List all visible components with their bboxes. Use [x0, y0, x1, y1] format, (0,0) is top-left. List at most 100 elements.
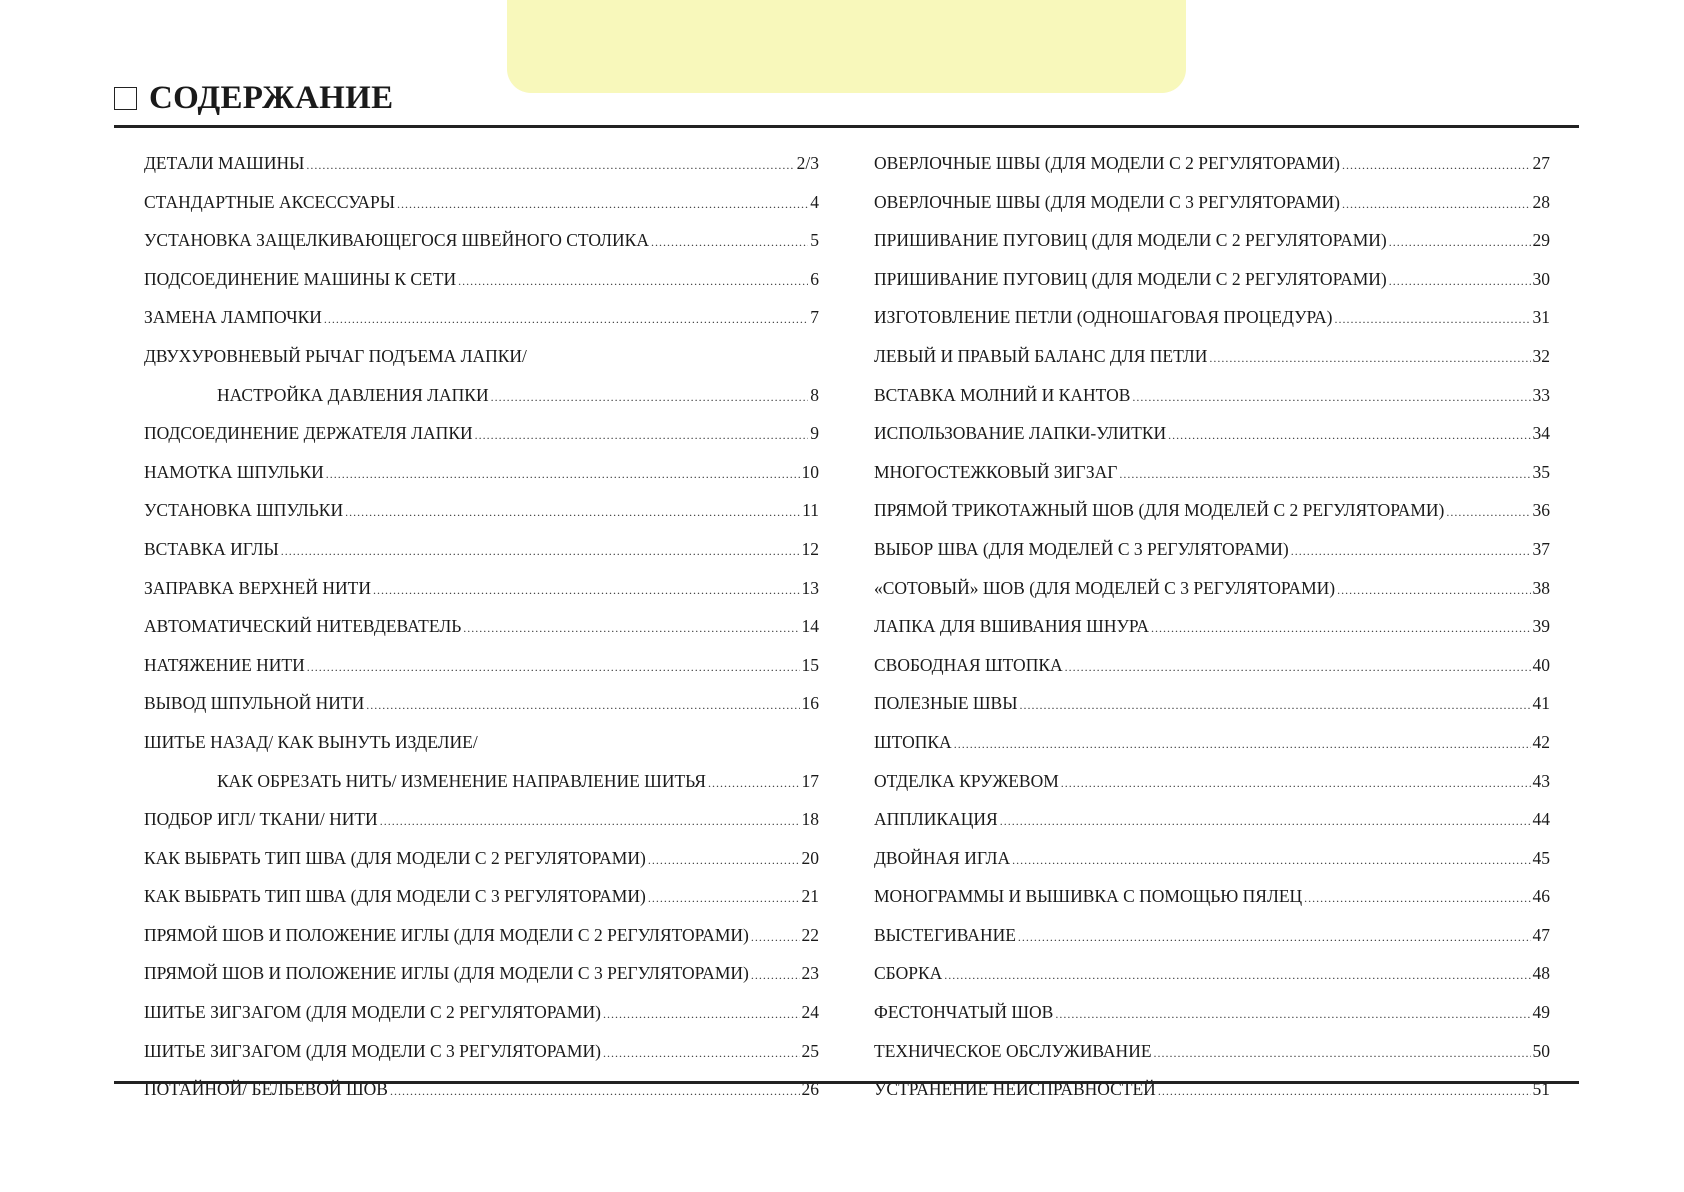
toc-entry-title: ВЫСТЕГИВАНИЕ [874, 924, 1016, 945]
toc-entry[interactable]: ШИТЬЕ ЗИГЗАГОМ (ДЛЯ МОДЕЛИ С 2 РЕГУЛЯТОР… [144, 999, 819, 1038]
toc-entry-page: 2/3 [796, 153, 819, 173]
toc-entry-title: КАК ВЫБРАТЬ ТИП ШВА (ДЛЯ МОДЕЛИ С 2 РЕГУ… [144, 847, 646, 868]
toc-entry[interactable]: ШИТЬЕ НАЗАД/ КАК ВЫНУТЬ ИЗДЕЛИЕ/ [144, 729, 819, 768]
toc-entry[interactable]: ОВЕРЛОЧНЫЕ ШВЫ (ДЛЯ МОДЕЛИ С 3 РЕГУЛЯТОР… [874, 189, 1550, 228]
toc-entry-page: 14 [801, 616, 820, 637]
toc-right-column: ОВЕРЛОЧНЫЕ ШВЫ (ДЛЯ МОДЕЛИ С 2 РЕГУЛЯТОР… [874, 150, 1550, 1115]
dot-leader [944, 962, 1530, 988]
toc-entry-page: 51 [1532, 1079, 1551, 1100]
toc-entry-page: 48 [1532, 963, 1551, 984]
toc-entry-title: ПОДСОЕДИНЕНИЕ МАШИНЫ К СЕТИ [144, 268, 457, 289]
toc-entry-page: 29 [1532, 230, 1551, 251]
toc-entry[interactable]: НАСТРОЙКА ДАВЛЕНИЯ ЛАПКИ 8 [144, 382, 819, 421]
toc-entry[interactable]: УСТРАНЕНИЕ НЕИСПРАВНОСТЕЙ 51 [874, 1076, 1550, 1115]
toc-entry[interactable]: ОТДЕЛКА КРУЖЕВОМ 43 [874, 768, 1550, 807]
toc-entry-page: 18 [801, 809, 820, 830]
toc-entry[interactable]: ПОТАЙНОЙ/ БЕЛЬЕВОЙ ШОВ 26 [144, 1076, 819, 1115]
toc-entry-page: 5 [810, 230, 819, 251]
toc-entry[interactable]: ПРЯМОЙ ТРИКОТАЖНЫЙ ШОВ (ДЛЯ МОДЕЛЕЙ С 2 … [874, 497, 1550, 536]
dot-leader [1168, 422, 1530, 448]
dot-leader [1065, 654, 1531, 680]
toc-entry-page: 15 [801, 654, 820, 675]
toc-entry[interactable]: СВОБОДНАЯ ШТОПКА 40 [874, 652, 1550, 691]
toc-entry[interactable]: ВЫБОР ШВА (ДЛЯ МОДЕЛЕЙ С 3 РЕГУЛЯТОРАМИ)… [874, 536, 1550, 575]
toc-entry-title: ОВЕРЛОЧНЫЕ ШВЫ (ДЛЯ МОДЕЛИ С 2 РЕГУЛЯТОР… [874, 153, 1340, 173]
toc-entry[interactable]: ПОДСОЕДИНЕНИЕ МАШИНЫ К СЕТИ 6 [144, 266, 819, 305]
toc-entry[interactable]: СБОРКА 48 [874, 960, 1550, 999]
toc-entry[interactable]: ПРЯМОЙ ШОВ И ПОЛОЖЕНИЕ ИГЛЫ (ДЛЯ МОДЕЛИ … [144, 922, 819, 961]
toc-entry[interactable]: ПОЛЕЗНЫЕ ШВЫ 41 [874, 690, 1550, 729]
toc-entry-title: ОТДЕЛКА КРУЖЕВОМ [874, 770, 1059, 791]
toc-entry[interactable]: ПРИШИВАНИЕ ПУГОВИЦ (ДЛЯ МОДЕЛИ С 2 РЕГУЛ… [874, 227, 1550, 266]
toc-entry[interactable]: НАМОТКА ШПУЛЬКИ 10 [144, 459, 819, 498]
toc-entry-title: МОНОГРАММЫ И ВЫШИВКА С ПОМОЩЬЮ ПЯЛЕЦ [874, 886, 1303, 907]
toc-entry[interactable]: ЗАМЕНА ЛАМПОЧКИ 7 [144, 304, 819, 343]
dot-leader [1132, 384, 1530, 410]
toc-entry[interactable]: ФЕСТОНЧАТЫЙ ШОВ 49 [874, 999, 1550, 1038]
dot-leader [1000, 808, 1531, 834]
toc-entry[interactable]: «СОТОВЫЙ» ШОВ (ДЛЯ МОДЕЛЕЙ С 3 РЕГУЛЯТОР… [874, 575, 1550, 614]
toc-entry-page: 12 [801, 538, 820, 559]
dot-leader [1209, 345, 1530, 371]
toc-entry[interactable]: СТАНДАРТНЫЕ АКСЕССУАРЫ 4 [144, 189, 819, 228]
toc-entry[interactable]: МОНОГРАММЫ И ВЫШИВКА С ПОМОЩЬЮ ПЯЛЕЦ 46 [874, 883, 1550, 922]
page-title: СОДЕРЖАНИЕ [149, 80, 394, 116]
toc-entry-title: ШТОПКА [874, 731, 952, 752]
toc-entry[interactable]: МНОГОСТЕЖКОВЫЙ ЗИГЗАГ 35 [874, 459, 1550, 498]
toc-entry-title: «СОТОВЫЙ» ШОВ (ДЛЯ МОДЕЛЕЙ С 3 РЕГУЛЯТОР… [874, 577, 1336, 598]
toc-entry[interactable]: ЛАПКА ДЛЯ ВШИВАНИЯ ШНУРА 39 [874, 613, 1550, 652]
toc-entry[interactable]: ЛЕВЫЙ И ПРАВЫЙ БАЛАНС ДЛЯ ПЕТЛИ 32 [874, 343, 1550, 382]
toc-entry[interactable]: ДВУХУРОВНЕВЫЙ РЫЧАГ ПОДЪЕМА ЛАПКИ/ [144, 343, 819, 382]
toc-entry-title: ПОДБОР ИГЛ/ ТКАНИ/ НИТИ [144, 809, 378, 830]
toc-entry-title: НАТЯЖЕНИЕ НИТИ [144, 654, 305, 675]
toc-entry-page: 9 [810, 423, 819, 444]
toc-entry[interactable]: КАК ВЫБРАТЬ ТИП ШВА (ДЛЯ МОДЕЛИ С 3 РЕГУ… [144, 883, 819, 922]
toc-entry-page: 10 [801, 461, 820, 482]
toc-entry-page: 33 [1532, 384, 1551, 405]
toc-entry-title: ПРЯМОЙ ШОВ И ПОЛОЖЕНИЕ ИГЛЫ (ДЛЯ МОДЕЛИ … [144, 963, 749, 984]
toc-entry-page: 7 [810, 307, 819, 328]
toc-entry[interactable]: ШИТЬЕ ЗИГЗАГОМ (ДЛЯ МОДЕЛИ С 3 РЕГУЛЯТОР… [144, 1038, 819, 1077]
toc-entry[interactable]: ЗАПРАВКА ВЕРХНЕЙ НИТИ 13 [144, 575, 819, 614]
toc-entry-title: ТЕХНИЧЕСКОЕ ОБСЛУЖИВАНИЕ [874, 1040, 1152, 1061]
toc-entry[interactable]: ДВОЙНАЯ ИГЛА 45 [874, 845, 1550, 884]
toc-entry[interactable]: ТЕХНИЧЕСКОЕ ОБСЛУЖИВАНИЕ 50 [874, 1038, 1550, 1077]
toc-entry[interactable]: ПОДСОЕДИНЕНИЕ ДЕРЖАТЕЛЯ ЛАПКИ 9 [144, 420, 819, 459]
toc-entry[interactable]: УСТАНОВКА ШПУЛЬКИ 11 [144, 497, 819, 536]
toc-entry[interactable]: ПРЯМОЙ ШОВ И ПОЛОЖЕНИЕ ИГЛЫ (ДЛЯ МОДЕЛИ … [144, 960, 819, 999]
toc-entry-title: ВСТАВКА ИГЛЫ [144, 538, 279, 559]
toc-entry[interactable]: ОВЕРЛОЧНЫЕ ШВЫ (ДЛЯ МОДЕЛИ С 2 РЕГУЛЯТОР… [874, 150, 1550, 189]
dot-leader [1446, 499, 1530, 525]
toc-entry-title: ПРИШИВАНИЕ ПУГОВИЦ (ДЛЯ МОДЕЛИ С 2 РЕГУЛ… [874, 268, 1387, 289]
toc-entry[interactable]: НАТЯЖЕНИЕ НИТИ 15 [144, 652, 819, 691]
toc-entry[interactable]: КАК ОБРЕЗАТЬ НИТЬ/ ИЗМЕНЕНИЕ НАПРАВЛЕНИЕ… [144, 768, 819, 807]
toc-entry-page: 16 [801, 693, 820, 714]
toc-entry[interactable]: УСТАНОВКА ЗАЩЕЛКИВАЮЩЕГОСЯ ШВЕЙНОГО СТОЛ… [144, 227, 819, 266]
toc-entry[interactable]: ПОДБОР ИГЛ/ ТКАНИ/ НИТИ 18 [144, 806, 819, 845]
toc-entry[interactable]: ДЕТАЛИ МАШИНЫ 2/3 [144, 150, 819, 189]
toc-entry[interactable]: ИЗГОТОВЛЕНИЕ ПЕТЛИ (ОДНОШАГОВАЯ ПРОЦЕДУР… [874, 304, 1550, 343]
toc-entry[interactable]: АВТОМАТИЧЕСКИЙ НИТЕВДЕВАТЕЛЬ 14 [144, 613, 819, 652]
toc-entry[interactable]: ШТОПКА 42 [874, 729, 1550, 768]
toc-entry[interactable]: ВСТАВКА МОЛНИЙ И КАНТОВ 33 [874, 382, 1550, 421]
toc-entry-title: ПРЯМОЙ ШОВ И ПОЛОЖЕНИЕ ИГЛЫ (ДЛЯ МОДЕЛИ … [144, 924, 749, 945]
toc-entry[interactable]: АППЛИКАЦИЯ 44 [874, 806, 1550, 845]
dot-leader [603, 1040, 800, 1066]
toc-entry-title: ШИТЬЕ НАЗАД/ КАК ВЫНУТЬ ИЗДЕЛИЕ/ [144, 731, 478, 752]
toc-entry-title: ШИТЬЕ ЗИГЗАГОМ (ДЛЯ МОДЕЛИ С 2 РЕГУЛЯТОР… [144, 1002, 601, 1023]
toc-entry[interactable]: КАК ВЫБРАТЬ ТИП ШВА (ДЛЯ МОДЕЛИ С 2 РЕГУ… [144, 845, 819, 884]
toc-entry[interactable]: ВЫВОД ШПУЛЬНОЙ НИТИ 16 [144, 690, 819, 729]
toc-entry-title: ВЫБОР ШВА (ДЛЯ МОДЕЛЕЙ С 3 РЕГУЛЯТОРАМИ) [874, 538, 1289, 559]
toc-entry[interactable]: ИСПОЛЬЗОВАНИЕ ЛАПКИ-УЛИТКИ 34 [874, 420, 1550, 459]
header-divider [114, 125, 1579, 128]
toc-entry[interactable]: ПРИШИВАНИЕ ПУГОВИЦ (ДЛЯ МОДЕЛИ С 2 РЕГУЛ… [874, 266, 1550, 305]
toc-entry-page: 50 [1532, 1040, 1551, 1061]
toc-entry[interactable]: ВСТАВКА ИГЛЫ 12 [144, 536, 819, 575]
toc-entry-page: 24 [801, 1002, 820, 1023]
dot-leader [281, 538, 800, 564]
dot-leader [397, 191, 808, 217]
toc-entry-title: АВТОМАТИЧЕСКИЙ НИТЕВДЕВАТЕЛЬ [144, 616, 462, 637]
toc-entry[interactable]: ВЫСТЕГИВАНИЕ 47 [874, 922, 1550, 961]
toc-entry-page: 25 [801, 1040, 820, 1061]
toc-entry-title: ИЗГОТОВЛЕНИЕ ПЕТЛИ (ОДНОШАГОВАЯ ПРОЦЕДУР… [874, 307, 1333, 328]
